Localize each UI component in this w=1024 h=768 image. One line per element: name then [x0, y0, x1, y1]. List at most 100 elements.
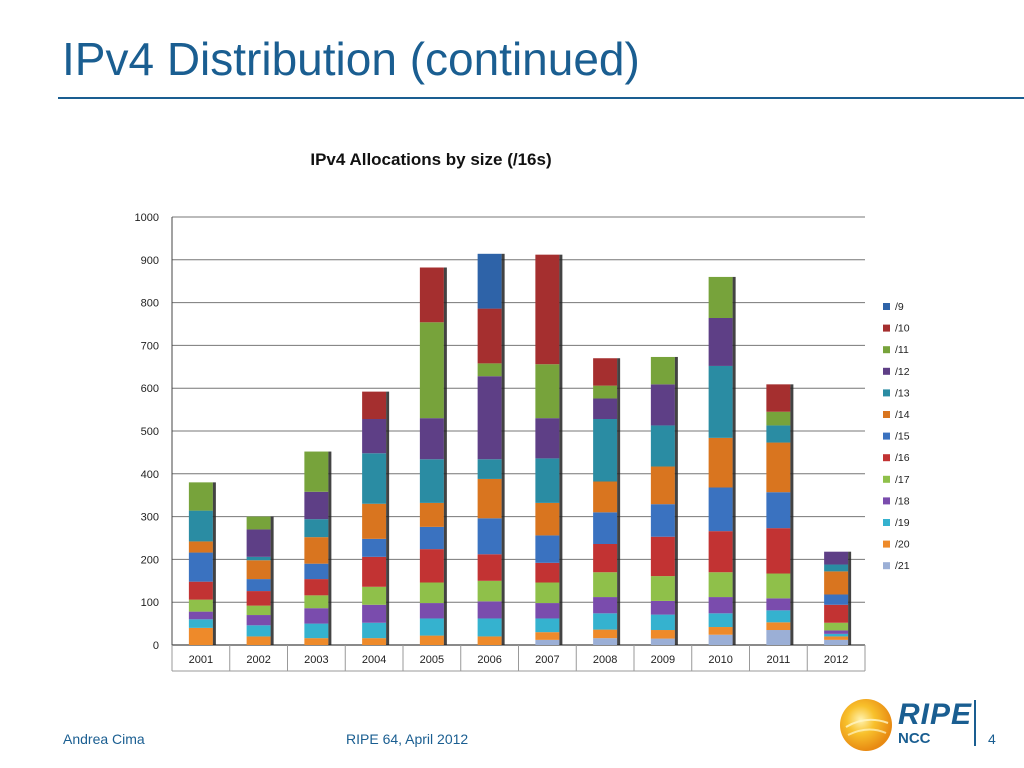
- bar-segment: [419, 526, 444, 550]
- bar-segment: [188, 541, 213, 553]
- bar-segment: [824, 594, 849, 605]
- bar-segment: [419, 603, 444, 619]
- logo-subtext: NCC: [898, 730, 931, 747]
- bar-segment: [708, 437, 733, 488]
- bar-segment: [535, 458, 560, 503]
- bar-segment: [766, 492, 791, 529]
- bar-segment: [362, 538, 387, 557]
- bar-segment: [650, 384, 675, 426]
- bar-segment: [419, 549, 444, 583]
- bar-segment: [535, 364, 560, 419]
- y-tick-label: 500: [141, 426, 159, 438]
- legend-label: /16: [895, 452, 910, 464]
- legend-swatch: [883, 562, 890, 570]
- legend-label: /14: [895, 409, 910, 421]
- bar-segment: [362, 638, 387, 645]
- bar-segment: [535, 603, 560, 619]
- y-tick-label: 300: [141, 512, 159, 524]
- bar-segment: [246, 605, 271, 616]
- bar-segment: [246, 615, 271, 626]
- legend-label: /13: [895, 387, 910, 399]
- bar-segment: [650, 614, 675, 631]
- bar-segment: [477, 580, 502, 602]
- bar-segment: [188, 482, 213, 511]
- bar-shadow: [328, 451, 332, 645]
- bar-segment: [304, 638, 329, 645]
- bar-segment: [593, 613, 618, 630]
- logo-divider: [974, 700, 976, 746]
- bar-segment: [304, 537, 329, 564]
- bar-segment: [477, 636, 502, 645]
- bar-segment: [362, 556, 387, 587]
- bar-segment: [766, 573, 791, 599]
- bar-segment: [593, 419, 618, 482]
- bar-segment: [188, 611, 213, 620]
- bar-shadow: [848, 551, 852, 645]
- bar-segment: [477, 253, 502, 309]
- legend-label: /21: [895, 560, 910, 572]
- x-tick-label: 2005: [420, 654, 444, 666]
- y-tick-label: 200: [141, 554, 159, 566]
- bar-segment: [246, 591, 271, 606]
- bar-segment: [477, 376, 502, 460]
- bar-segment: [650, 504, 675, 537]
- bar-segment: [246, 579, 271, 592]
- bar-segment: [593, 385, 618, 399]
- bar-segment: [650, 576, 675, 601]
- legend-label: /12: [895, 366, 910, 378]
- bar-segment: [535, 418, 560, 459]
- logo-text: RIPE: [898, 698, 973, 731]
- bar-segment: [708, 627, 733, 635]
- bar-segment: [477, 601, 502, 619]
- bar-shadow: [443, 267, 447, 645]
- bar-segment: [708, 487, 733, 532]
- bar-segment: [766, 528, 791, 574]
- bar-segment: [593, 398, 618, 420]
- bar-shadow: [617, 358, 621, 645]
- bar-segment: [419, 418, 444, 460]
- bar-segment: [650, 630, 675, 639]
- bar-segment: [304, 595, 329, 609]
- bar-segment: [593, 572, 618, 598]
- x-tick-label: 2008: [593, 654, 617, 666]
- bar-shadow: [674, 356, 678, 645]
- bar-segment: [419, 322, 444, 419]
- legend-label: /15: [895, 431, 910, 443]
- bar-segment: [362, 419, 387, 454]
- bar-segment: [304, 563, 329, 580]
- bar-segment: [593, 358, 618, 386]
- legend-swatch: [883, 303, 890, 310]
- x-tick-label: 2010: [708, 654, 732, 666]
- legend-swatch: [883, 475, 890, 483]
- legend-swatch: [883, 324, 890, 332]
- bar-segment: [477, 363, 502, 377]
- bar-segment: [535, 639, 560, 645]
- legend-label: /18: [895, 495, 910, 507]
- legend-swatch: [883, 389, 890, 397]
- y-tick-label: 800: [141, 298, 159, 310]
- bar-segment: [535, 582, 560, 604]
- bar-segment: [824, 564, 849, 572]
- bar-segment: [304, 451, 329, 492]
- bar-segment: [535, 502, 560, 536]
- bar-segment: [708, 531, 733, 573]
- bar-segment: [419, 635, 444, 645]
- bar-segment: [419, 459, 444, 503]
- chart-grid: 0 100 200 300 400 500 600 700 800 900 1000: [135, 212, 865, 652]
- bar-segment: [477, 478, 502, 519]
- bar-segment: [304, 519, 329, 538]
- legend-label: /19: [895, 517, 910, 529]
- bar-segment: [188, 619, 213, 628]
- bar-segment: [362, 622, 387, 639]
- y-tick-label: 100: [141, 597, 159, 609]
- bar-segment: [824, 630, 849, 634]
- bar-shadow: [501, 253, 505, 646]
- y-tick-label: 0: [153, 640, 159, 652]
- bar-segment: [766, 425, 791, 443]
- bar-segment: [824, 571, 849, 595]
- bar-shadow: [732, 276, 736, 645]
- ripe-ncc-logo: RIPE NCC 4: [838, 697, 1024, 757]
- bar-segment: [708, 613, 733, 628]
- bar-shadow: [212, 482, 216, 645]
- slide-title: IPv4 Distribution (continued): [62, 33, 640, 85]
